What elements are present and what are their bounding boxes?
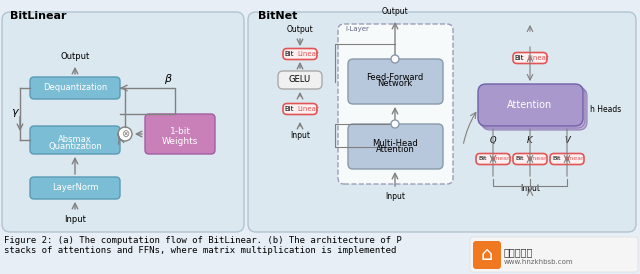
FancyBboxPatch shape	[348, 59, 443, 104]
Text: ⌂: ⌂	[481, 244, 493, 264]
Text: Attention: Attention	[508, 100, 552, 110]
FancyBboxPatch shape	[513, 153, 547, 164]
Text: Bit: Bit	[285, 51, 294, 57]
Text: Bit: Bit	[479, 156, 487, 161]
FancyBboxPatch shape	[283, 48, 317, 59]
Text: Linear: Linear	[527, 156, 547, 161]
Text: BitNet: BitNet	[258, 11, 298, 21]
Text: Linear: Linear	[297, 106, 319, 112]
Text: l-Layer: l-Layer	[345, 26, 369, 32]
Text: Quantization: Quantization	[48, 142, 102, 152]
Text: h Heads: h Heads	[590, 104, 621, 113]
Text: Input: Input	[290, 131, 310, 140]
Text: LayerNorm: LayerNorm	[52, 184, 99, 193]
Circle shape	[118, 127, 132, 141]
FancyBboxPatch shape	[348, 124, 443, 169]
Text: Bit: Bit	[552, 156, 561, 161]
FancyBboxPatch shape	[480, 86, 585, 128]
Text: Output: Output	[60, 52, 90, 61]
Text: GELU: GELU	[289, 76, 311, 84]
FancyBboxPatch shape	[476, 153, 510, 164]
Text: Weights: Weights	[162, 136, 198, 145]
Text: ⊗: ⊗	[121, 129, 129, 139]
Text: Output: Output	[381, 7, 408, 16]
Text: Dequantization: Dequantization	[43, 84, 107, 93]
Text: BitLinear: BitLinear	[10, 11, 67, 21]
Text: γ: γ	[11, 107, 17, 117]
FancyBboxPatch shape	[470, 237, 638, 272]
Circle shape	[391, 55, 399, 63]
Text: Attention: Attention	[376, 145, 415, 155]
Text: Bit: Bit	[515, 55, 524, 61]
Text: www.hnzkhbsb.com: www.hnzkhbsb.com	[504, 259, 573, 265]
Text: Input: Input	[64, 215, 86, 224]
Text: Linear: Linear	[297, 51, 319, 57]
FancyBboxPatch shape	[30, 77, 120, 99]
Text: V: V	[564, 136, 570, 145]
Text: Absmax: Absmax	[58, 136, 92, 144]
FancyBboxPatch shape	[482, 88, 587, 130]
Text: Linear: Linear	[527, 55, 548, 61]
Text: Q: Q	[490, 136, 496, 145]
FancyBboxPatch shape	[30, 177, 120, 199]
Text: Linear: Linear	[490, 156, 509, 161]
FancyBboxPatch shape	[550, 153, 584, 164]
Text: Linear: Linear	[564, 156, 584, 161]
Text: β: β	[164, 74, 172, 84]
Text: Feed-Forward: Feed-Forward	[366, 73, 424, 81]
FancyBboxPatch shape	[30, 126, 120, 154]
Text: Output: Output	[287, 25, 314, 34]
Text: Input: Input	[520, 184, 540, 193]
Text: Bit: Bit	[515, 156, 524, 161]
Text: 系统家园网: 系统家园网	[504, 247, 533, 257]
FancyBboxPatch shape	[338, 24, 453, 184]
FancyBboxPatch shape	[278, 71, 322, 89]
FancyBboxPatch shape	[473, 241, 501, 269]
FancyBboxPatch shape	[2, 12, 244, 232]
Text: Bit: Bit	[285, 106, 294, 112]
Text: K: K	[527, 136, 532, 145]
FancyBboxPatch shape	[145, 114, 215, 154]
FancyBboxPatch shape	[248, 12, 636, 232]
FancyBboxPatch shape	[513, 53, 547, 64]
Text: Network: Network	[378, 79, 413, 89]
Text: Figure 2: (a) The computation flow of BitLinear. (b) The architecture of P
stack: Figure 2: (a) The computation flow of Bi…	[4, 236, 402, 255]
Text: 1-bit: 1-bit	[170, 127, 191, 136]
Text: Input: Input	[385, 192, 405, 201]
Circle shape	[391, 120, 399, 128]
FancyBboxPatch shape	[283, 104, 317, 115]
FancyBboxPatch shape	[478, 84, 583, 126]
Text: Multi-Head: Multi-Head	[372, 138, 418, 147]
